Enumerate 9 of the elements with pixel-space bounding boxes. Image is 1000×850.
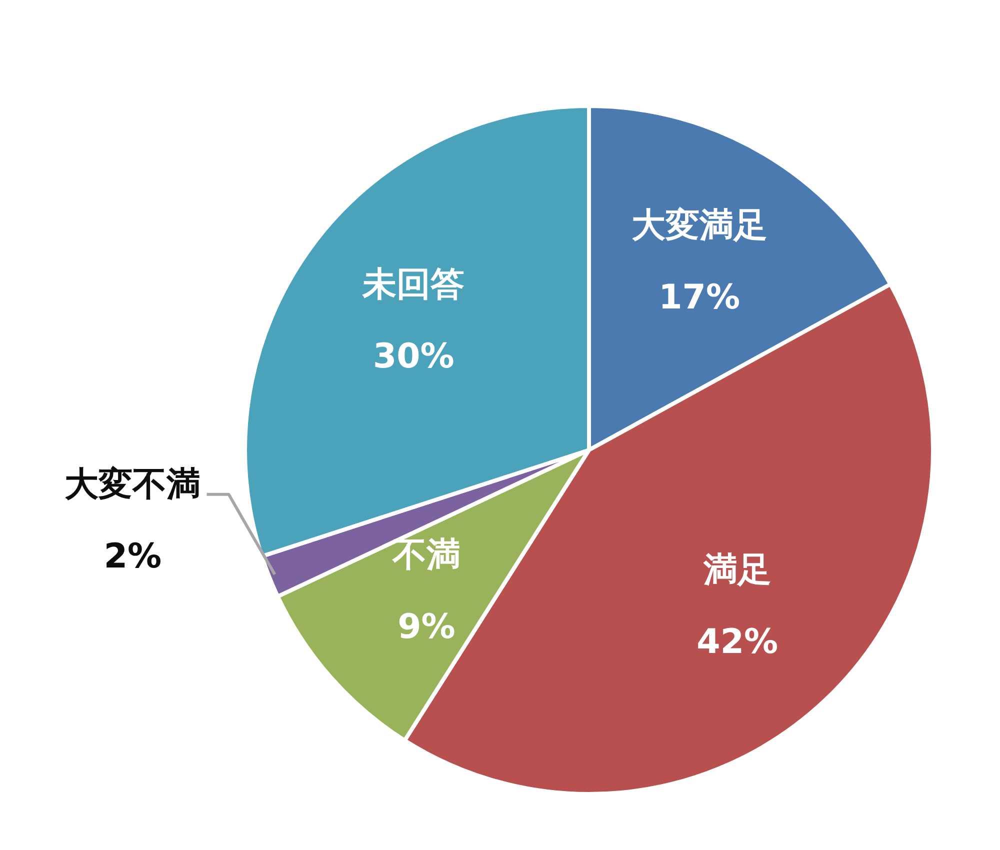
data-label: 9% [398, 607, 456, 648]
slice-label: 未回答 [362, 264, 465, 304]
data-label: 42% [696, 622, 778, 662]
slice-label: 満足 [702, 550, 772, 590]
slice-label: 大変満足 [631, 205, 768, 246]
slice-label: 大変不満 [64, 464, 201, 504]
data-label: 30% [372, 336, 454, 376]
data-label: 17% [658, 277, 740, 318]
data-label: 2% [104, 536, 162, 576]
